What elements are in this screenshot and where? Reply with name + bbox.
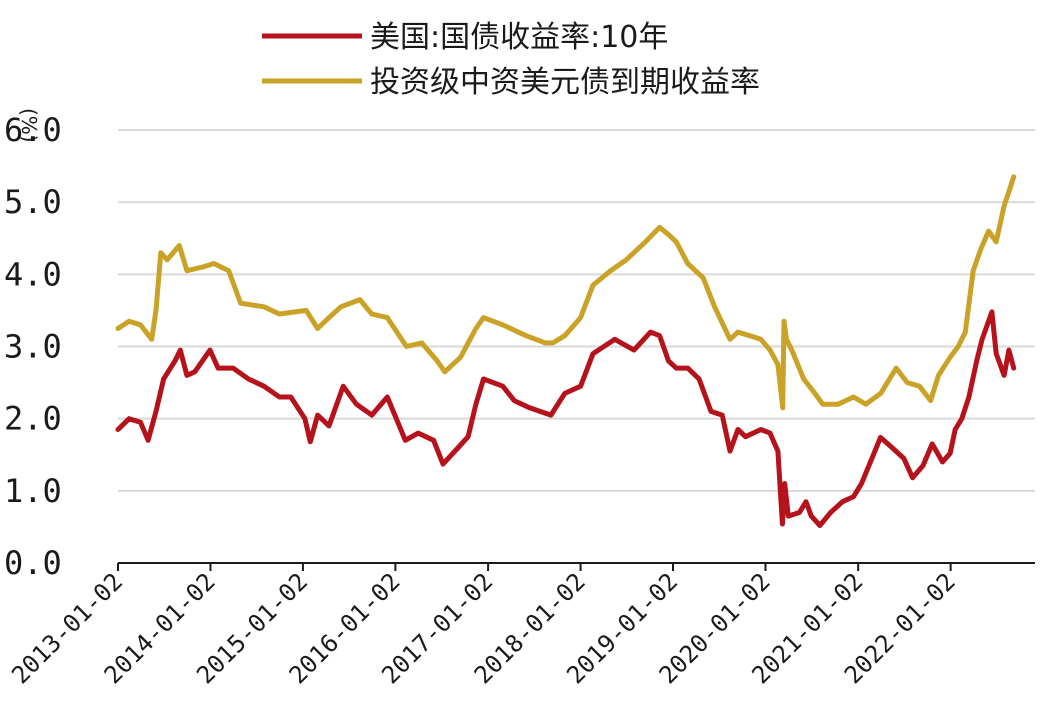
y-tick-label: 2.0 xyxy=(4,400,62,438)
y-axis-unit: (%) xyxy=(17,108,41,143)
y-tick-label: 5.0 xyxy=(4,183,62,221)
y-tick-label: 0.0 xyxy=(4,544,62,582)
series-line-1 xyxy=(115,174,1017,411)
x-axis: 2013-01-022014-01-022015-01-022016-01-02… xyxy=(6,562,1035,689)
series-line-0 xyxy=(115,309,1017,528)
gridlines xyxy=(118,129,1035,492)
y-tick-label: 4.0 xyxy=(4,255,62,293)
y-tick-label: 1.0 xyxy=(4,472,62,510)
chart-legend: 美国:国债收益率:10年 投资级中资美元债到期收益率 xyxy=(262,20,760,100)
y-tick-label: 6.0 xyxy=(4,111,62,149)
legend-label-china-usd-bond: 投资级中资美元债到期收益率 xyxy=(370,65,760,100)
legend-label-us-treasury: 美国:国债收益率:10年 xyxy=(370,20,668,55)
y-axis-ticks: 0.0 1.0 2.0 3.0 4.0 5.0 6.0 xyxy=(4,111,62,582)
y-tick-label: 3.0 xyxy=(4,328,62,366)
series-lines xyxy=(115,174,1017,528)
